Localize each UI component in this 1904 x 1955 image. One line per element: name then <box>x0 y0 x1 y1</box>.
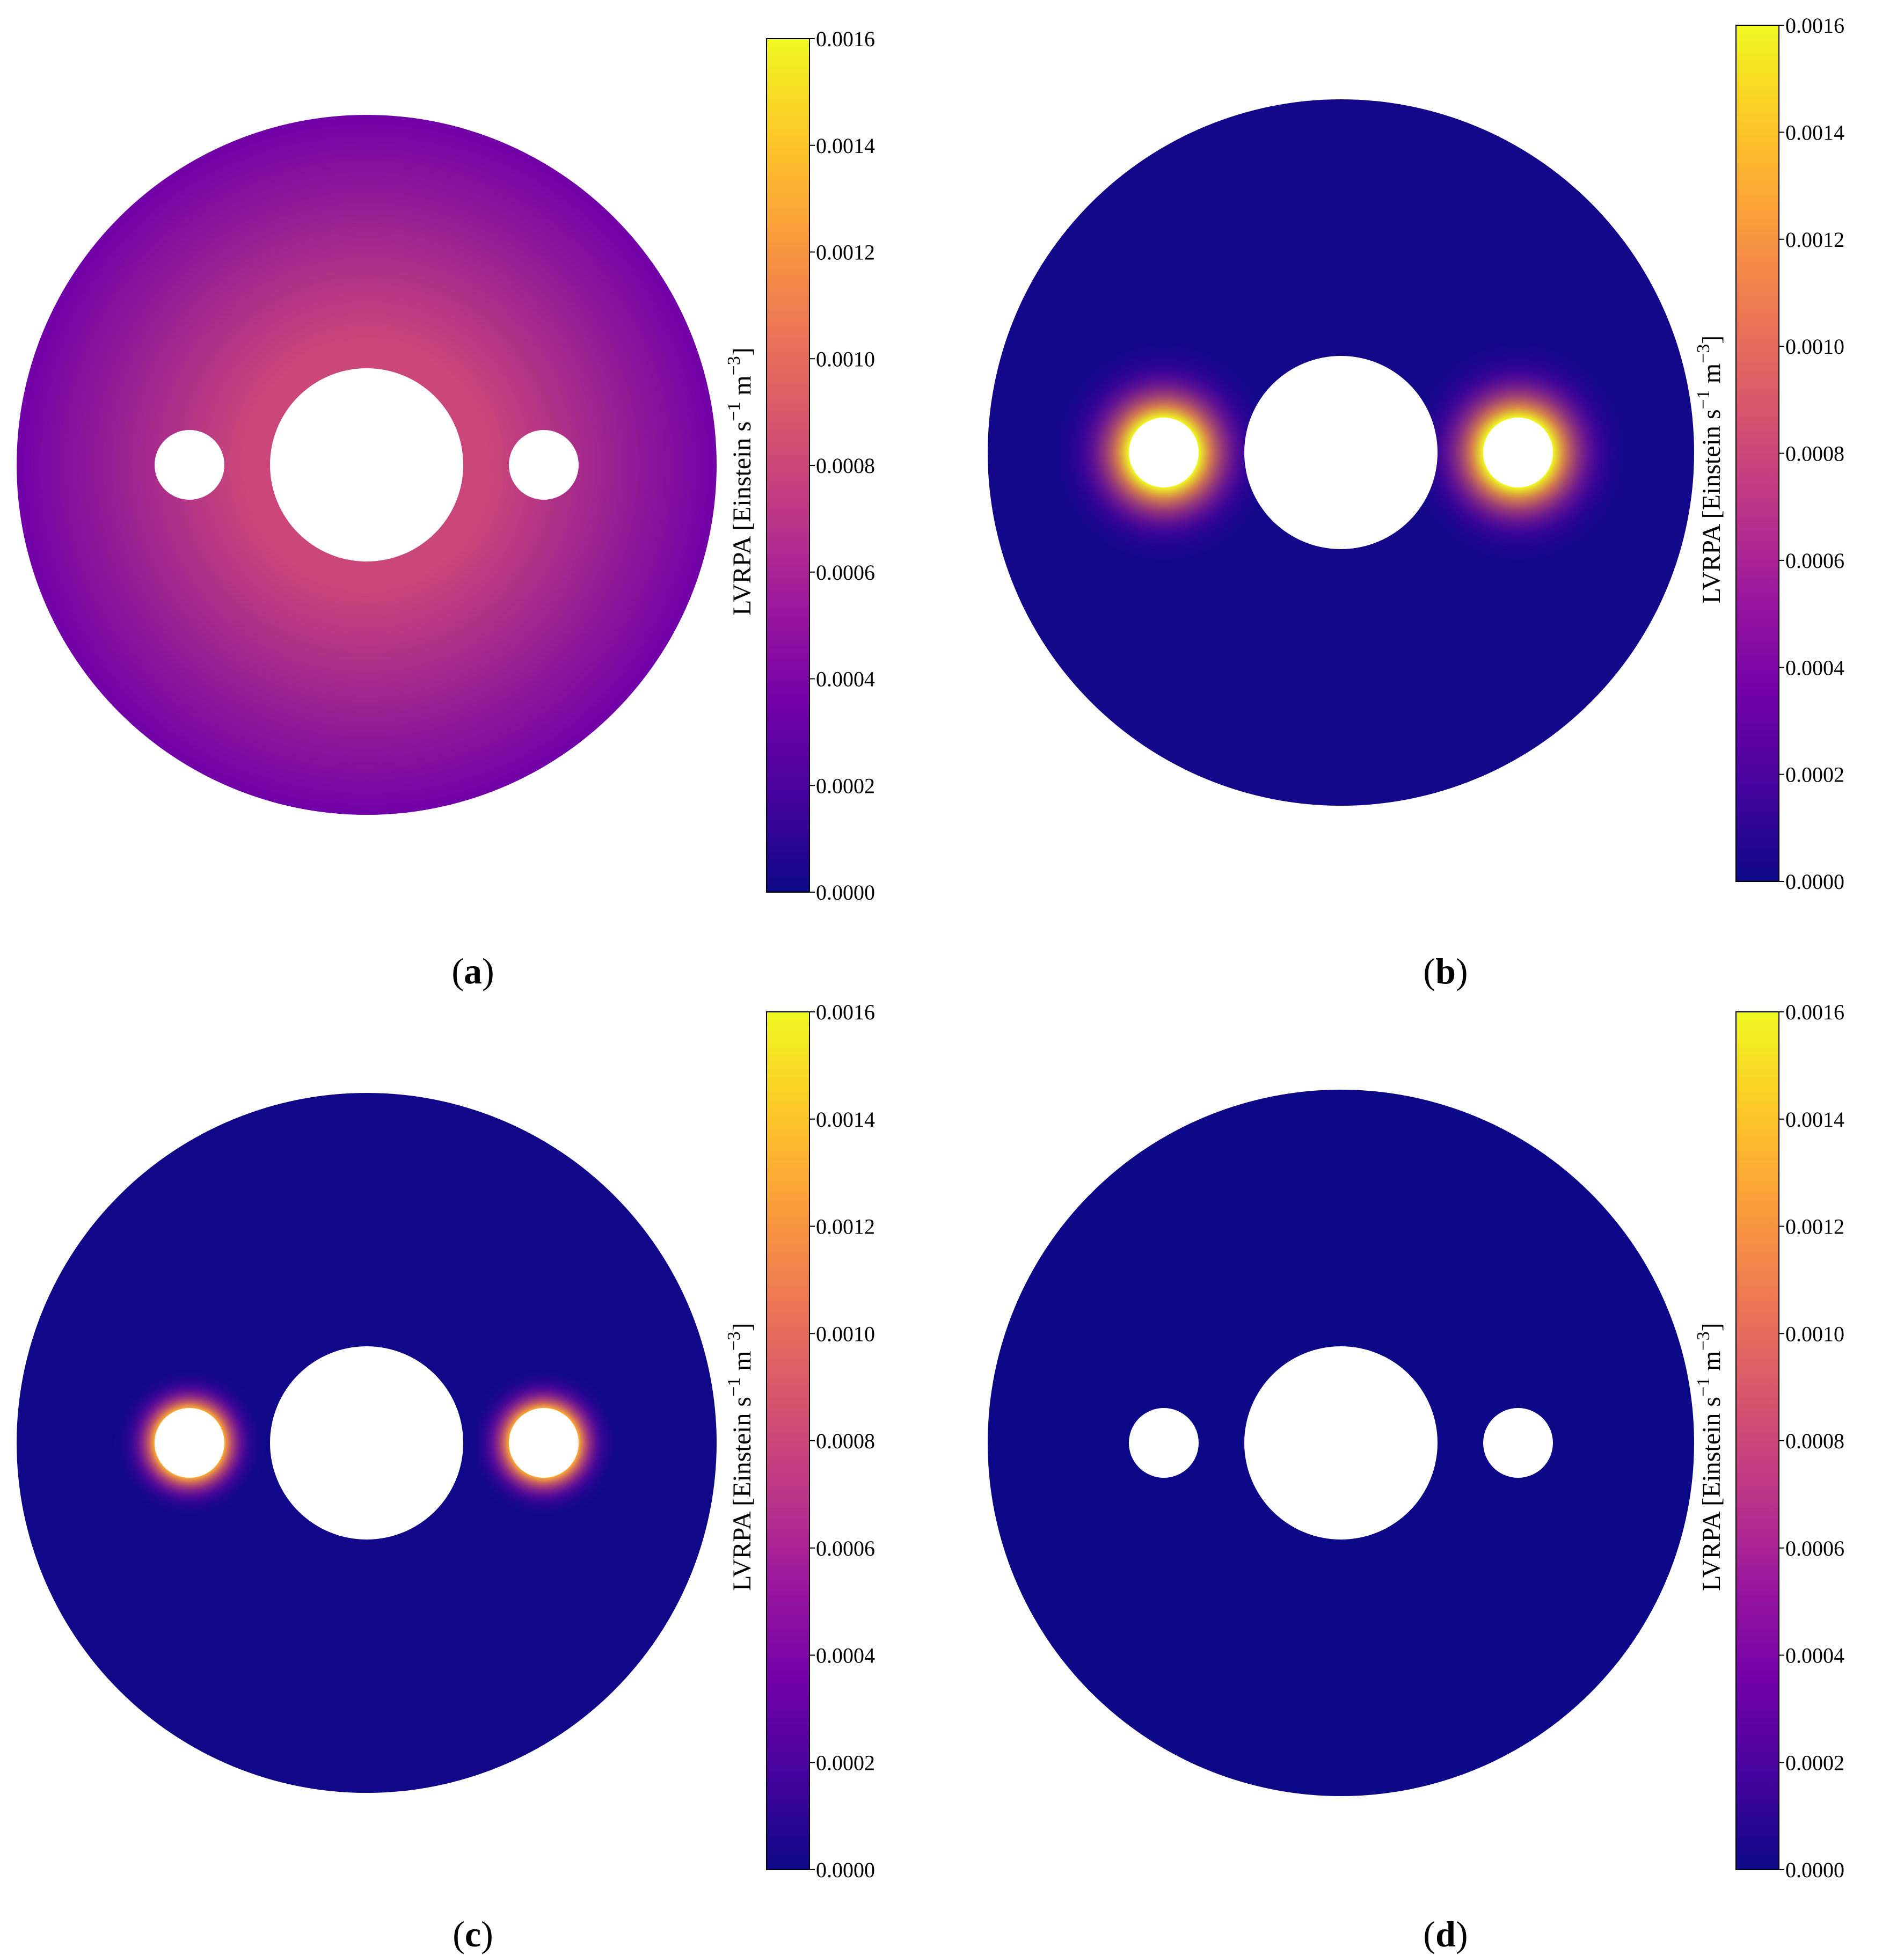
colorbar-tick-label: 0.0004 <box>1785 655 1844 680</box>
colorbar-tick-label: 0.0002 <box>816 1750 875 1775</box>
colorbar-tick-label: 0.0012 <box>1785 1215 1844 1239</box>
panel-caption: (a) <box>451 951 494 991</box>
center-hole <box>1244 1346 1438 1540</box>
colorbar-tick-label: 0.0002 <box>816 774 875 798</box>
colorbar-tick-label: 0.0010 <box>816 347 875 371</box>
colorbar-tick-label: 0.0016 <box>816 1000 875 1024</box>
colorbar-tick-label: 0.0010 <box>1785 1322 1844 1346</box>
panel-a: 0.0000 0.0002 0.0004 0.0006 0.0008 0.0010 0.00… <box>17 27 875 991</box>
colorbar-tick-label: 0.0004 <box>816 667 875 691</box>
lamp-hole <box>509 1408 579 1478</box>
lamp-hole <box>1483 1408 1553 1478</box>
colorbar-tick-label: 0.0016 <box>1785 1000 1844 1024</box>
colorbar-tick-label: 0.0004 <box>1785 1644 1844 1668</box>
colorbar-tick-label: 0.0004 <box>816 1644 875 1668</box>
colorbar-gradient <box>766 1011 810 1870</box>
panel-caption: (d) <box>1423 1914 1468 1954</box>
colorbar-tick-label: 0.0000 <box>816 1858 875 1882</box>
colorbar-tick-label: 0.0014 <box>1785 120 1844 144</box>
colorbar-tick-label: 0.0002 <box>1785 763 1844 787</box>
colorbar-tick-label: 0.0012 <box>1785 228 1844 252</box>
panel-caption: (b) <box>1423 951 1468 991</box>
panel-c: 0.0000 0.0002 0.0004 0.0006 0.0008 0.0010 0.00… <box>17 1000 875 1954</box>
colorbar-tick-label: 0.0000 <box>816 880 875 904</box>
lamp-hole <box>1129 1408 1199 1478</box>
colorbar-tick-label: 0.0000 <box>1785 870 1844 894</box>
colorbar-label: LVRPA [Einstein s−1 m−3] <box>724 1323 756 1591</box>
colorbar-tick-label: 0.0010 <box>1785 334 1844 359</box>
colorbar-tick-label: 0.0008 <box>1785 442 1844 466</box>
colorbar-tick-label: 0.0016 <box>1785 13 1844 38</box>
colorbar-tick-label: 0.0014 <box>816 134 875 158</box>
colorbar-tick-label: 0.0006 <box>1785 1536 1844 1560</box>
colorbar-tick-label: 0.0008 <box>1785 1429 1844 1453</box>
lamp-hole <box>509 430 579 500</box>
colorbar-tick-label: 0.0006 <box>816 560 875 585</box>
colorbar-tick-label: 0.0010 <box>816 1322 875 1346</box>
colorbar-tick-label: 0.0008 <box>816 1429 875 1453</box>
colorbar: 0.0000 0.0002 0.0004 0.0006 0.0008 0.0010 0.00… <box>724 1000 875 1882</box>
colorbar-label: LVRPA [Einstein s−1 m−3] <box>1694 1323 1726 1591</box>
colorbar-tick-label: 0.0000 <box>1785 1858 1844 1882</box>
center-hole <box>270 1346 463 1540</box>
colorbar: 0.0000 0.0002 0.0004 0.0006 0.0008 0.0010 0.00… <box>724 27 875 904</box>
colorbar-gradient <box>1735 1011 1779 1870</box>
colorbar-gradient <box>766 38 810 893</box>
colorbar-tick-label: 0.0014 <box>1785 1107 1844 1132</box>
colorbar-tick-label: 0.0006 <box>1785 549 1844 573</box>
colorbar-tick-label: 0.0012 <box>816 1215 875 1239</box>
center-hole <box>1244 356 1438 549</box>
panel-b: 0.0000 0.0002 0.0004 0.0006 0.0008 0.0010 0.00… <box>988 13 1844 991</box>
colorbar: 0.0000 0.0002 0.0004 0.0006 0.0008 0.0010 0.00… <box>1694 13 1844 894</box>
colorbar-tick-label: 0.0016 <box>816 27 875 51</box>
center-hole <box>270 368 463 561</box>
colorbar-gradient <box>1735 25 1779 882</box>
lamp-hole <box>1483 418 1553 487</box>
colorbar-label: LVRPA [Einstein s−1 m−3] <box>1694 335 1726 604</box>
panel-d: 0.0000 0.0002 0.0004 0.0006 0.0008 0.0010 0.00… <box>988 1000 1844 1954</box>
lamp-hole <box>155 1408 224 1478</box>
colorbar-tick-label: 0.0012 <box>816 240 875 265</box>
colorbar-tick-label: 0.0002 <box>1785 1750 1844 1775</box>
colorbar-tick-label: 0.0008 <box>816 454 875 478</box>
lamp-hole <box>155 430 224 500</box>
colorbar: 0.0000 0.0002 0.0004 0.0006 0.0008 0.0010 0.00… <box>1694 1000 1844 1882</box>
lamp-hole <box>1129 418 1199 487</box>
colorbar-label: LVRPA [Einstein s−1 m−3] <box>724 347 756 616</box>
colorbar-tick-label: 0.0014 <box>816 1107 875 1132</box>
panel-caption: (c) <box>453 1914 493 1954</box>
colorbar-tick-label: 0.0006 <box>816 1536 875 1560</box>
